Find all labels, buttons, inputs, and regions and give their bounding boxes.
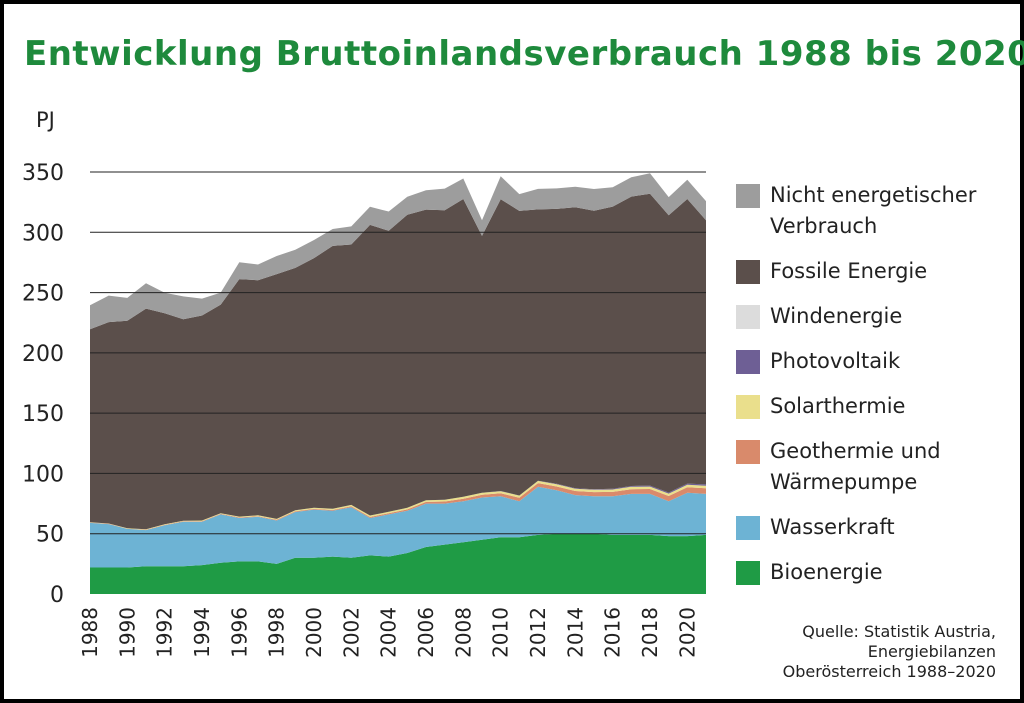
x-tick-label: 2020 xyxy=(675,607,699,658)
legend-label: Nicht energetischer Verbrauch xyxy=(770,183,977,238)
area-series-fossile-energie xyxy=(90,193,706,530)
x-tick-label: 2008 xyxy=(451,607,475,658)
y-tick-label: 50 xyxy=(36,523,64,548)
legend-swatch xyxy=(736,440,760,464)
legend-item-wind: Windenergie xyxy=(736,301,1016,332)
legend-swatch xyxy=(736,184,760,208)
source-note: Quelle: Statistik Austria, Energiebilanz… xyxy=(782,622,996,681)
legend-label: Geothermie und Wärmepumpe xyxy=(770,439,941,494)
y-tick-label: 350 xyxy=(22,161,64,186)
y-tick-label: 300 xyxy=(22,221,64,246)
x-tick-label: 2018 xyxy=(638,607,662,658)
x-tick-label: 1992 xyxy=(153,607,177,658)
x-tick-label: 1990 xyxy=(115,607,139,658)
area-series-bioenergie xyxy=(90,533,706,594)
x-tick-label: 1988 xyxy=(78,607,102,658)
y-tick-label: 100 xyxy=(22,462,64,487)
legend-label: Solarthermie xyxy=(770,394,906,418)
legend-swatch xyxy=(736,561,760,585)
y-tick-label: 0 xyxy=(50,583,64,608)
grid-lines xyxy=(90,171,706,535)
area-series-wasserkraft xyxy=(90,486,706,568)
legend-item-fossil: Fossile Energie xyxy=(736,256,1016,287)
x-tick-label: 2014 xyxy=(563,607,587,658)
legend-item-bio: Bioenergie xyxy=(736,557,1016,588)
legend-item-solar: Solarthermie xyxy=(736,391,1016,422)
legend-item-nicht-energetisch: Nicht energetischer Verbrauch xyxy=(736,180,1016,242)
legend-label: Bioenergie xyxy=(770,560,883,584)
y-tick-label: 250 xyxy=(22,282,64,307)
x-tick-label: 2002 xyxy=(339,607,363,658)
legend-item-geo: Geothermie und Wärmepumpe xyxy=(736,436,1016,498)
legend-swatch xyxy=(736,395,760,419)
legend-item-wasser: Wasserkraft xyxy=(736,512,1016,543)
legend-label: Fossile Energie xyxy=(770,259,928,283)
chart-title: Entwicklung Bruttoinlandsverbrauch 1988 … xyxy=(24,34,1024,74)
x-tick-label: 2000 xyxy=(302,607,326,658)
y-axis-ticks: 0 50 100 150 200 250 300 350 xyxy=(22,161,64,608)
y-tick-label: 200 xyxy=(22,342,64,367)
area-layers xyxy=(90,173,706,594)
x-tick-label: 2010 xyxy=(489,607,513,658)
legend-swatch xyxy=(736,260,760,284)
legend-label: Windenergie xyxy=(770,304,903,328)
x-tick-label: 1994 xyxy=(190,607,214,658)
x-tick-label: 1996 xyxy=(227,607,251,658)
legend-label: Wasserkraft xyxy=(770,515,895,539)
legend-swatch xyxy=(736,305,760,329)
x-tick-label: 2016 xyxy=(601,607,625,658)
x-tick-label: 1998 xyxy=(265,607,289,658)
y-tick-label: 150 xyxy=(22,402,64,427)
x-tick-label: 2004 xyxy=(377,607,401,658)
legend-swatch xyxy=(736,350,760,374)
area-series-nicht-energetischer-verbrauch xyxy=(90,173,706,330)
y-axis-unit: PJ xyxy=(36,108,55,132)
legend-swatch xyxy=(736,516,760,540)
legend: Nicht energetischer Verbrauch Fossile En… xyxy=(736,180,1016,602)
legend-label: Photovoltaik xyxy=(770,349,901,373)
legend-item-pv: Photovoltaik xyxy=(736,346,1016,377)
x-tick-label: 2012 xyxy=(526,607,550,658)
x-tick-label: 2006 xyxy=(414,607,438,658)
x-axis-ticks: 1988 1990 1992 1994 1996 1998 2000 2002 2004 2006… xyxy=(78,607,699,658)
